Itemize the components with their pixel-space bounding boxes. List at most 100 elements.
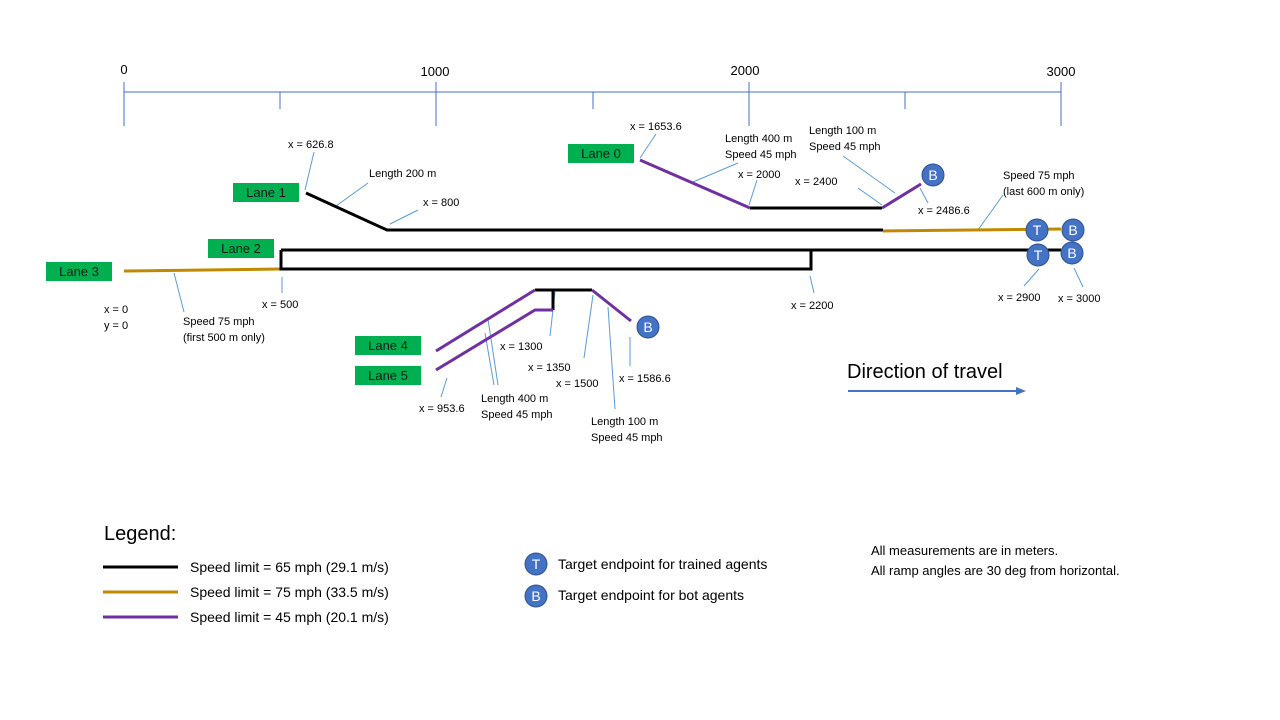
lane5-label-box xyxy=(355,366,421,385)
legend-bot-text: Target endpoint for bot agents xyxy=(558,587,744,603)
lane1-label-box xyxy=(233,183,299,202)
lane2-label: Lane 2 xyxy=(221,241,261,256)
lane0-label: Lane 0 xyxy=(581,146,621,161)
trained-endpoint-icon xyxy=(1025,218,1049,242)
leader-line xyxy=(335,182,369,207)
annotation-lane0-length-400: Length 400 m xyxy=(725,133,792,145)
annotation-speed75-last: Speed 75 mph xyxy=(1003,170,1075,182)
lane3-label-box xyxy=(46,262,112,281)
bot-endpoint-letter: B xyxy=(1068,222,1077,238)
annotation-lane0-length-100: Length 100 m xyxy=(809,125,876,137)
lane4-label-box xyxy=(355,336,421,355)
bot-endpoint-icon xyxy=(1061,218,1085,242)
annotation-ramp-speed-45: Speed 45 mph xyxy=(481,409,553,421)
bot-endpoint-icon xyxy=(524,584,548,608)
trained-endpoint-icon xyxy=(524,552,548,576)
annotation-x-1653-6: x = 1653.6 xyxy=(630,121,682,133)
bot-endpoint-letter: B xyxy=(1067,245,1076,261)
bot-endpoint-letter: B xyxy=(643,319,652,335)
lane4-onramp xyxy=(435,288,536,353)
lane0-label-box xyxy=(568,144,634,163)
note-ramp-angles: All ramp angles are 30 deg from horizont… xyxy=(871,563,1120,578)
annotation-ramp-length-100: Length 100 m xyxy=(591,416,658,428)
annotation-x-3000: x = 3000 xyxy=(1058,293,1101,305)
annotation-x-1586-6: x = 1586.6 xyxy=(619,373,671,385)
leader-line xyxy=(809,275,815,294)
legend-speed65: Speed limit = 65 mph (29.1 m/s) xyxy=(190,559,389,575)
lane3-label: Lane 3 xyxy=(59,264,99,279)
bot-endpoint-icon xyxy=(1060,241,1084,265)
notes: All measurements are in meters. All ramp… xyxy=(871,543,1120,578)
annotation-y-0: y = 0 xyxy=(104,320,128,332)
annotation-lane0-speed-45: Speed 45 mph xyxy=(725,149,797,161)
annotation-x-953-6: x = 953.6 xyxy=(419,403,465,415)
lane4-label: Lane 4 xyxy=(368,338,408,353)
bot-endpoint-icon xyxy=(921,163,945,187)
leader-line xyxy=(692,162,739,183)
legend-speed45: Speed limit = 45 mph (20.1 m/s) xyxy=(190,609,389,625)
leader-line xyxy=(173,272,185,313)
annotation-speed75-first-note: (first 500 m only) xyxy=(183,332,265,344)
leader-line xyxy=(440,377,448,398)
annotation-x-2486-6: x = 2486.6 xyxy=(918,205,970,217)
annotation-speed75-first: Speed 75 mph xyxy=(183,316,255,328)
annotation-lane0-speed-45: Speed 45 mph xyxy=(809,141,881,153)
speed65-roads xyxy=(279,191,1061,310)
annotation-x-2200: x = 2200 xyxy=(791,300,834,312)
annotation-x-2000: x = 2000 xyxy=(738,169,781,181)
axis-tick-label-1000: 1000 xyxy=(421,64,450,79)
legend-speed75: Speed limit = 75 mph (33.5 m/s) xyxy=(190,584,389,600)
leader-line xyxy=(639,133,657,159)
annotation-x-1300: x = 1300 xyxy=(500,341,543,353)
leader-line xyxy=(748,179,758,206)
lane1-road xyxy=(305,191,883,232)
bot-endpoint-icon xyxy=(636,315,660,339)
leader-line xyxy=(842,155,896,194)
lane5-merge-connector xyxy=(535,288,555,310)
trained-endpoint-letter: T xyxy=(1034,247,1043,263)
annotation-x-1500: x = 1500 xyxy=(556,378,599,390)
lane2-label-box xyxy=(208,239,274,258)
lane3-entry-segment xyxy=(123,267,281,273)
trained-endpoint-letter: T xyxy=(1033,222,1042,238)
bot-endpoint-letter: B xyxy=(928,167,937,183)
offramp-to-b xyxy=(591,288,632,323)
legend-bot-letter: B xyxy=(531,588,540,604)
leader-line xyxy=(607,306,616,410)
annotations: x = 626.8 Length 200 m x = 800 x = 1653.… xyxy=(104,121,1101,444)
lane5-label: Lane 5 xyxy=(368,368,408,383)
annotation-speed75-last-note: (last 600 m only) xyxy=(1003,186,1084,198)
leader-line xyxy=(389,209,419,225)
leader-line xyxy=(583,294,594,359)
annotation-x-2400: x = 2400 xyxy=(795,176,838,188)
annotation-x-500: x = 500 xyxy=(262,299,298,311)
arrow-right-icon xyxy=(1016,387,1026,395)
annotation-x-1350: x = 1350 xyxy=(528,362,571,374)
leader-line xyxy=(857,187,883,206)
leader-line xyxy=(304,151,315,191)
legend-title: Legend: xyxy=(104,523,176,545)
lane5-onramp xyxy=(435,308,553,372)
direction-label: Direction of travel xyxy=(847,361,1003,383)
annotation-x-2900: x = 2900 xyxy=(998,292,1041,304)
leader-lines xyxy=(173,133,1084,410)
leader-line xyxy=(1023,268,1040,287)
note-measurements: All measurements are in meters. xyxy=(871,543,1058,558)
axis-tick-label-3000: 3000 xyxy=(1047,64,1076,79)
leader-line xyxy=(484,332,495,386)
speed45-roads xyxy=(435,158,922,372)
lane-labels: Lane 1 Lane 0 Lane 2 Lane 3 Lane 4 Lane … xyxy=(46,144,634,385)
axis-tick-label-2000: 2000 xyxy=(731,63,760,78)
legend: Legend: Speed limit = 65 mph (29.1 m/s) … xyxy=(103,523,767,625)
axis-tick-label-0: 0 xyxy=(120,62,127,77)
endpoint-badges: B T B T B B xyxy=(636,163,1085,339)
direction-of-travel: Direction of travel xyxy=(847,361,1026,395)
lane3-road xyxy=(279,250,813,271)
lane1-label: Lane 1 xyxy=(246,185,286,200)
leader-line xyxy=(487,318,499,386)
annotation-x-800: x = 800 xyxy=(423,197,459,209)
distance-axis: 0 1000 2000 3000 xyxy=(120,62,1075,126)
lane0-offramp xyxy=(881,182,922,210)
legend-trained-letter: T xyxy=(532,556,541,572)
